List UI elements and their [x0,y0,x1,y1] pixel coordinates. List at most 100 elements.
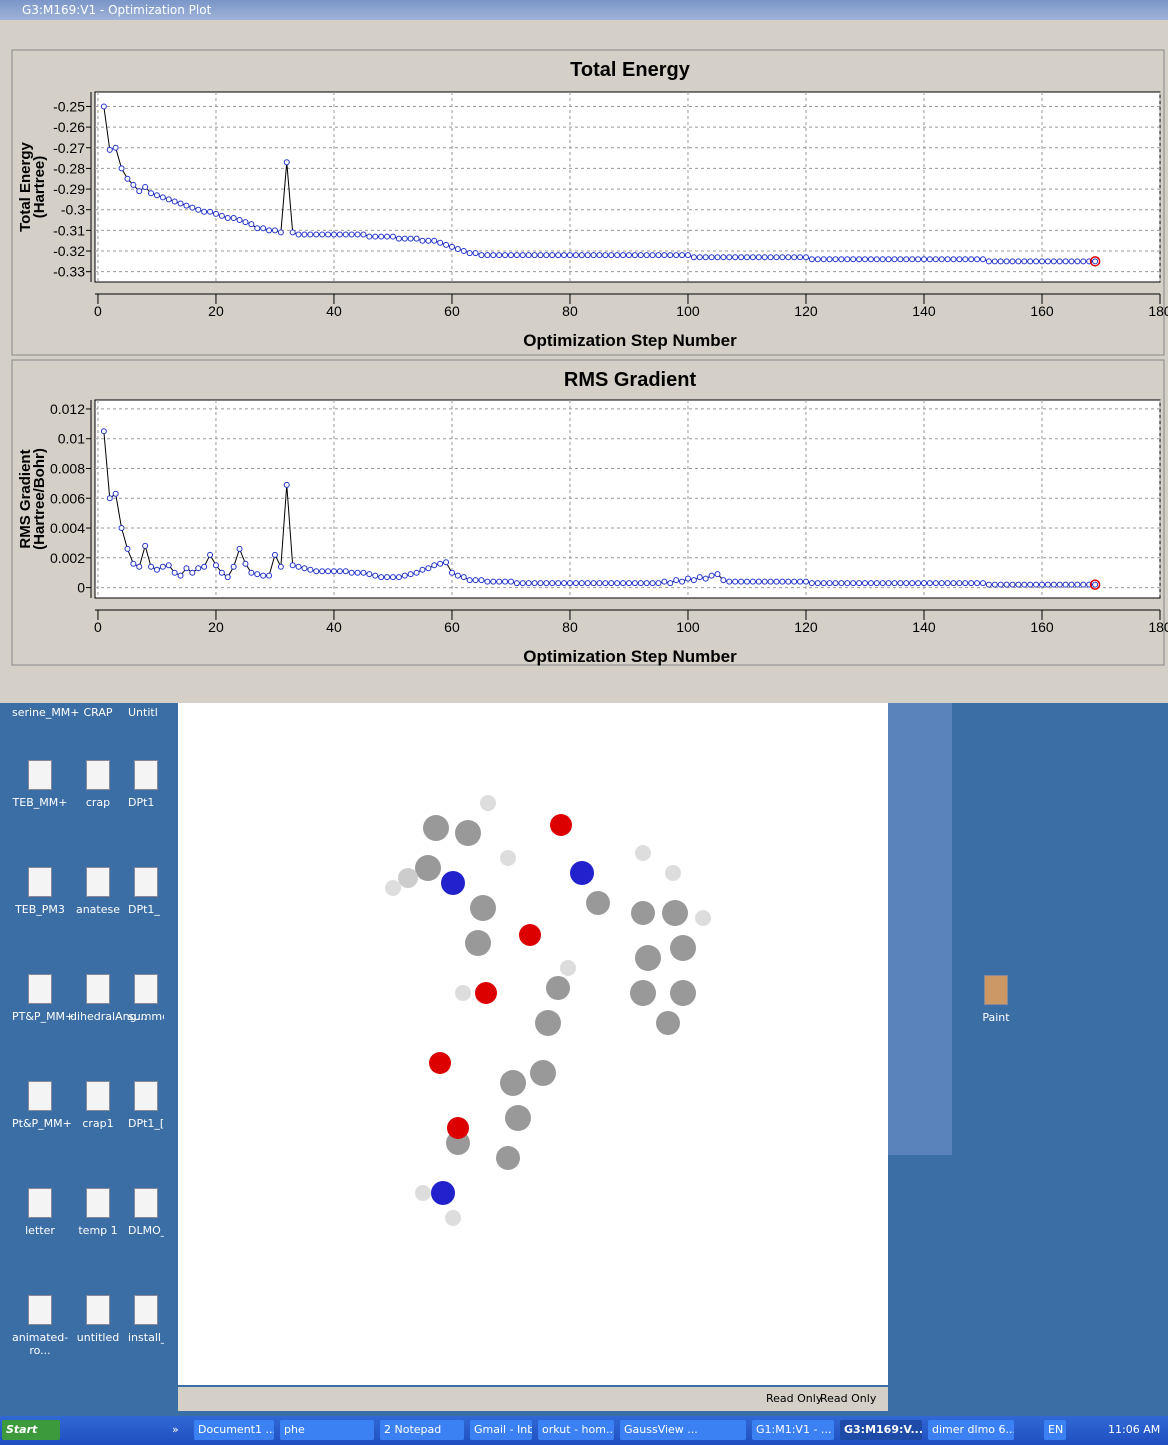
data-point [957,581,962,586]
desktop-icon[interactable]: TEB_MM+ [12,760,68,809]
data-point [597,253,602,258]
desktop-icon[interactable]: DPt1_[ [128,1081,164,1130]
data-point [526,581,531,586]
taskbar-item[interactable]: dimer dlmo 6... [928,1420,1014,1440]
taskbar-item[interactable]: Gmail - Inbo... [470,1420,532,1440]
desktop-icon[interactable]: letter [12,1188,68,1237]
data-point [603,253,608,258]
data-point [780,579,785,584]
data-point [821,257,826,262]
data-point [320,232,325,237]
data-point [149,191,154,196]
data-point [756,579,761,584]
data-point [904,257,909,262]
y-tick-label: -0.25 [53,98,85,114]
data-point [125,546,130,551]
chart-title: Total Energy [570,59,691,81]
x-tick-label: 20 [208,619,224,635]
data-point [626,581,631,586]
data-point [178,201,183,206]
desktop-icon[interactable]: DPt1_ [128,867,164,916]
y-tick-label: 0 [77,580,85,596]
desktop-icon[interactable]: TEB_PM3 [12,867,68,916]
desktop-icon[interactable]: CRAP [70,706,126,719]
data-point [803,255,808,260]
taskbar-item[interactable]: 2 Notepad [380,1420,464,1440]
data-point [963,257,968,262]
data-point [591,581,596,586]
data-point [1081,259,1086,264]
data-point [980,581,985,586]
icon-label: CRAP [83,706,112,719]
data-point [320,569,325,574]
data-point [119,166,124,171]
data-point [821,581,826,586]
taskbar-item[interactable]: phe [280,1420,374,1440]
desktop-icon[interactable]: Untitl [128,706,164,719]
data-point [290,230,295,235]
y-tick-label: 0.004 [50,520,85,536]
taskbar-item[interactable]: Document1 ... [194,1420,274,1440]
desktop-icon[interactable]: temp 1 [70,1188,126,1237]
desktop-icon[interactable]: install_ [128,1295,164,1344]
data-point [296,564,301,569]
data-point [562,581,567,586]
data-point [373,573,378,578]
icon-label: summe [128,1010,164,1023]
data-point [467,578,472,583]
desktop-icon[interactable]: dihedralAng... [70,974,126,1023]
x-tick-label: 80 [562,619,578,635]
desktop-icon[interactable]: anatese [70,867,126,916]
data-point [739,255,744,260]
desktop-icon[interactable]: Paint [968,975,1024,1024]
start-button[interactable]: Start [2,1420,60,1440]
x-tick-label: 0 [94,303,102,319]
taskbar-item[interactable]: orkut - hom... [538,1420,614,1440]
data-point [243,220,248,225]
icon-image [134,867,158,897]
icon-image [134,1081,158,1111]
desktop-icon[interactable]: crap [70,760,126,809]
data-point [485,579,490,584]
data-point [809,581,814,586]
data-point [685,576,690,581]
data-point [107,496,112,501]
data-point [190,205,195,210]
desktop-icon[interactable]: DLMO_ [128,1188,164,1237]
desktop-icon[interactable]: DPt1 [128,760,164,809]
taskbar-item[interactable]: GaussView ... [620,1420,746,1440]
atoms [385,795,711,1226]
data-point [337,232,342,237]
desktop-icon[interactable]: untitled [70,1295,126,1344]
x-tick-label: 120 [794,303,818,319]
desktop-icon[interactable]: crap1 [70,1081,126,1130]
overflow[interactable]: » [172,1420,179,1440]
data-point [916,257,921,262]
desktop-icon[interactable]: serine_MM+ [12,706,68,719]
data-point [585,581,590,586]
data-point [786,579,791,584]
data-point [231,564,236,569]
desktop-icon[interactable]: Pt&P_MM+ [12,1081,68,1130]
y-tick-label: -0.28 [53,160,85,176]
data-point [697,255,702,260]
data-point [550,581,555,586]
data-point [774,255,779,260]
desktop-icon[interactable]: animated-ro... [12,1295,68,1357]
taskbar-item[interactable]: G3:M169:V... [840,1420,922,1440]
data-point [556,253,561,258]
data-point [172,570,177,575]
desktop-icon[interactable]: PT&P_MM+ [12,974,68,1023]
data-point [621,581,626,586]
y-tick-label: -0.3 [61,202,85,218]
icon-image [28,867,52,897]
icon-image [28,1188,52,1218]
taskbar-item[interactable]: G1:M1:V1 - ... [752,1420,834,1440]
data-point [892,581,897,586]
data-point [945,581,950,586]
data-point [927,581,932,586]
data-point [668,581,673,586]
lang[interactable]: EN [1044,1420,1066,1440]
icon-label: TEB_MM+ [13,796,68,809]
desktop-icon[interactable]: summe [128,974,164,1023]
